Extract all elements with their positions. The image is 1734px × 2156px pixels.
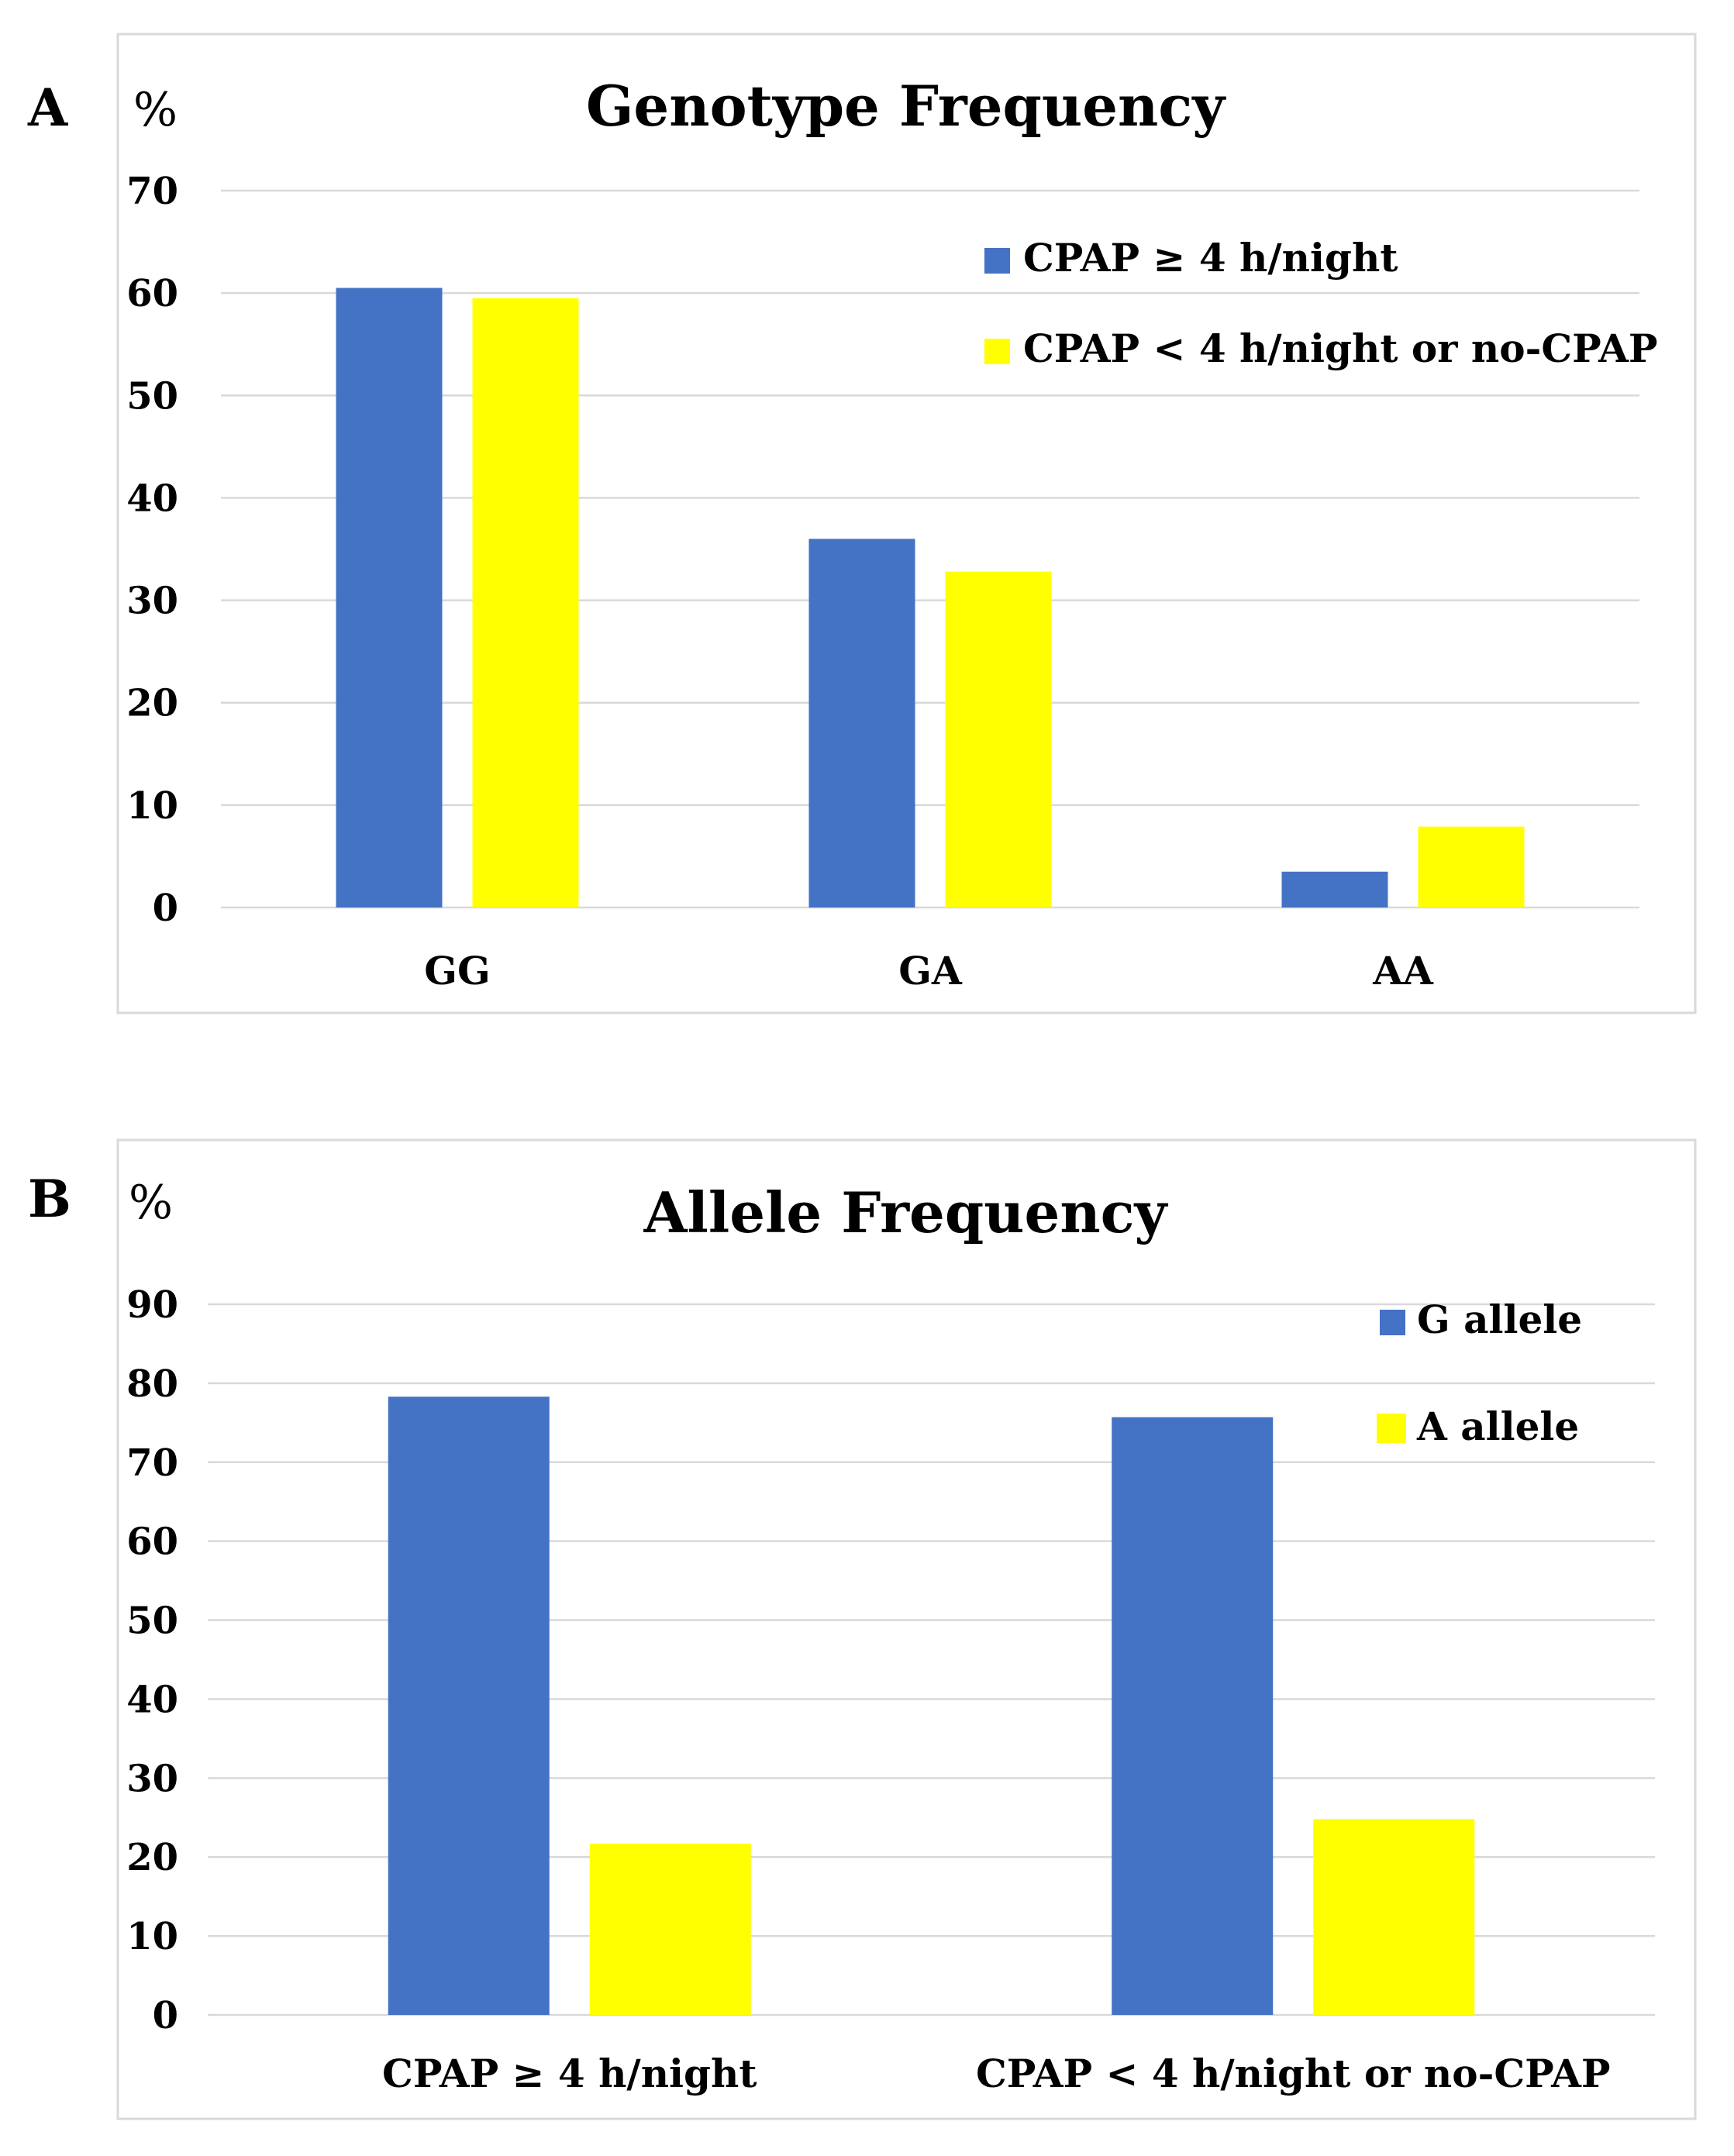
panel-a-genotype-frequency: A % Genotype Frequency 0 10 20 30 40 50 60 70 G…	[27, 33, 1697, 1014]
legend-swatch-g-allele	[1380, 1310, 1405, 1335]
y-tick-label-b-8: 80	[126, 1362, 178, 1406]
y-tick-label-b-7: 70	[126, 1441, 178, 1485]
panel-a-title: Genotype Frequency	[586, 73, 1226, 139]
y-tick-label-a-2: 20	[126, 682, 178, 725]
legend-swatch-cpap-4h	[984, 248, 1010, 274]
panel-b-bars	[388, 1397, 1475, 2015]
panel-b-title: Allele Frequency	[643, 1180, 1169, 1245]
bar-b-series0-cat1	[1112, 1417, 1274, 2015]
bar-a-series0-cat0	[336, 288, 443, 908]
panel-a-gridlines	[221, 189, 1639, 909]
panel-b-legend: G allele A allele	[1377, 1297, 1582, 1449]
category-label-a-1: GA	[898, 948, 963, 994]
y-tick-label-b-6: 60	[126, 1521, 178, 1564]
bar-b-series1-cat1	[1313, 1819, 1475, 2015]
y-tick-label-b-1: 10	[126, 1915, 178, 1958]
panel-a-categories: GG GA AA	[424, 948, 1434, 994]
y-tick-label-a-6: 60	[126, 272, 178, 315]
y-tick-label-b-4: 40	[126, 1678, 178, 1721]
legend-label-cpap-4h: CPAP ≥ 4 h/night	[1023, 235, 1398, 281]
legend-swatch-cpap-under-4h	[984, 339, 1010, 364]
y-tick-label-a-4: 40	[126, 477, 178, 520]
legend-label-cpap-under-4h: CPAP < 4 h/night or no-CPAP	[1023, 325, 1658, 371]
category-label-a-0: GG	[424, 948, 490, 994]
category-label-b-0: CPAP ≥ 4 h/night	[382, 2051, 757, 2096]
y-tick-label-a-7: 70	[126, 170, 178, 213]
y-tick-label-a-1: 10	[126, 784, 178, 828]
panel-a-y-ticks: 0 10 20 30 40 50 60 70	[126, 170, 178, 930]
panel-a-legend: CPAP ≥ 4 h/night CPAP < 4 h/night or no-…	[984, 235, 1658, 371]
panel-a-bars	[336, 288, 1525, 908]
y-tick-label-a-0: 0	[153, 887, 178, 930]
panel-b-unit-label: %	[129, 1176, 173, 1230]
panel-b-categories: CPAP ≥ 4 h/night CPAP < 4 h/night or no-C…	[382, 2051, 1610, 2096]
bar-a-series1-cat2	[1418, 826, 1525, 908]
panel-a-letter: A	[27, 77, 68, 138]
bar-a-series0-cat1	[808, 539, 915, 908]
legend-swatch-a-allele	[1377, 1414, 1406, 1443]
bar-b-series1-cat0	[589, 1843, 751, 2015]
y-tick-label-a-5: 50	[126, 374, 178, 418]
y-tick-label-a-3: 30	[126, 580, 178, 623]
y-tick-label-b-2: 20	[126, 1836, 178, 1879]
category-label-a-2: AA	[1372, 948, 1434, 994]
panel-b-letter: B	[28, 1169, 71, 1229]
panel-a-unit-label: %	[133, 83, 178, 137]
legend-label-a-allele: A allele	[1416, 1403, 1579, 1449]
bar-a-series1-cat1	[945, 571, 1052, 908]
panel-b-allele-frequency: B % Allele Frequency 0 10 20 30 40 50 60 70 80 90…	[28, 1138, 1697, 2120]
y-tick-label-b-5: 50	[126, 1600, 178, 1643]
bar-b-series0-cat0	[388, 1397, 550, 2015]
legend-label-g-allele: G allele	[1417, 1297, 1582, 1342]
category-label-b-1: CPAP < 4 h/night or no-CPAP	[976, 2051, 1611, 2096]
y-tick-label-b-0: 0	[153, 1994, 178, 2037]
bar-a-series1-cat0	[472, 298, 579, 908]
y-tick-label-b-3: 30	[126, 1757, 178, 1800]
bar-a-series0-cat2	[1281, 871, 1388, 908]
panel-b-y-ticks: 0 10 20 30 40 50 60 70 80 90	[126, 1283, 178, 2037]
y-tick-label-b-9: 90	[126, 1283, 178, 1327]
